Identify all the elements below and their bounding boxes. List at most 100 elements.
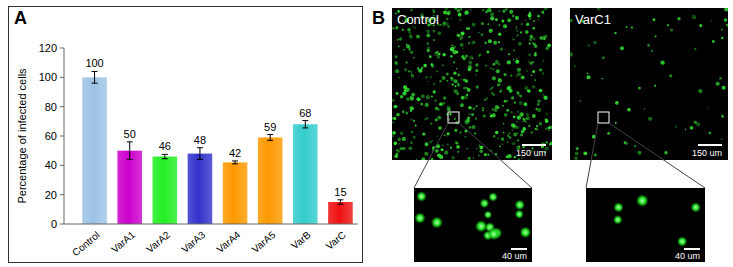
- tick: [60, 194, 64, 195]
- cell: [508, 85, 512, 89]
- cell: [677, 17, 680, 20]
- cell: [466, 27, 468, 29]
- cell: [492, 87, 494, 89]
- cell: [502, 10, 505, 13]
- error-bar: [340, 200, 341, 204]
- cell: [475, 74, 476, 75]
- cell: [427, 81, 428, 82]
- cell: [456, 142, 458, 144]
- cell: [463, 87, 466, 90]
- cell: [487, 228, 500, 241]
- scale-bar: [684, 248, 700, 250]
- cell: [708, 132, 711, 135]
- bar: [223, 162, 248, 224]
- cell: [517, 31, 518, 32]
- cell: [480, 33, 483, 36]
- cell: [446, 72, 449, 75]
- cell: [504, 100, 507, 103]
- cell: [425, 103, 429, 107]
- cell: [453, 46, 456, 49]
- cell: [513, 133, 517, 137]
- cell: [499, 91, 501, 93]
- cell: [408, 70, 410, 72]
- cell: [545, 127, 548, 130]
- cell: [476, 70, 478, 72]
- cell: [481, 107, 484, 110]
- cell: [511, 96, 514, 99]
- cell: [532, 9, 533, 10]
- panel-label: A: [14, 8, 27, 28]
- cell: [613, 202, 623, 212]
- cell: [574, 156, 578, 160]
- cells: [570, 8, 728, 160]
- cell: [489, 113, 491, 115]
- cell: [410, 106, 414, 110]
- cell: [620, 46, 624, 50]
- cell: [699, 24, 702, 27]
- cell: [442, 22, 446, 26]
- cell: [442, 64, 444, 66]
- cell: [516, 34, 518, 36]
- cell: [496, 69, 500, 73]
- cell: [407, 28, 410, 31]
- category-label: VarA3: [179, 229, 207, 255]
- cell: [546, 47, 549, 50]
- cell: [521, 23, 523, 25]
- category-label: VarC: [324, 229, 348, 252]
- cell: [430, 76, 431, 77]
- cell: [392, 131, 396, 135]
- cell: [398, 77, 400, 79]
- cell: [402, 91, 406, 95]
- cell: [512, 15, 514, 17]
- error-cap: [337, 204, 343, 205]
- cell: [459, 35, 463, 39]
- cell: [570, 52, 573, 56]
- cell: [478, 32, 480, 34]
- cell: [392, 99, 394, 101]
- cell: [442, 76, 446, 80]
- cell: [511, 129, 513, 131]
- cell: [439, 80, 441, 82]
- cell: [550, 141, 552, 144]
- cell: [399, 37, 402, 40]
- tick-label: 0: [51, 218, 57, 230]
- bar: [188, 154, 213, 224]
- cell: [476, 85, 479, 88]
- category-label: VarA4: [215, 229, 243, 255]
- cell: [542, 94, 544, 96]
- cell: [410, 142, 412, 144]
- cell: [437, 108, 440, 111]
- cell: [427, 47, 430, 50]
- cell: [528, 125, 530, 127]
- cell: [716, 82, 720, 86]
- cell: [724, 18, 728, 22]
- cell: [411, 93, 414, 96]
- cell: [626, 26, 628, 28]
- cell: [543, 96, 547, 100]
- zoom-box: [448, 112, 459, 123]
- cell: [526, 121, 528, 123]
- cell: [588, 44, 590, 46]
- cell: [575, 152, 579, 156]
- cell: [602, 56, 605, 59]
- cell: [517, 72, 521, 76]
- cell: [660, 61, 664, 65]
- cell: [597, 8, 601, 10]
- cell: [524, 102, 528, 106]
- cell: [529, 61, 533, 65]
- x-axis: [64, 224, 358, 225]
- cell: [467, 88, 471, 92]
- error-bar: [164, 154, 165, 158]
- cell: [444, 134, 446, 136]
- cell: [636, 194, 649, 207]
- cell: [489, 29, 493, 33]
- y-axis: [64, 48, 65, 224]
- error-cap: [197, 147, 203, 148]
- cell: [482, 9, 485, 12]
- cell: [493, 135, 496, 138]
- cell: [712, 40, 715, 43]
- cell: [484, 42, 487, 45]
- cell: [513, 116, 516, 119]
- scale-label: 40 um: [675, 251, 700, 261]
- cell: [442, 53, 445, 56]
